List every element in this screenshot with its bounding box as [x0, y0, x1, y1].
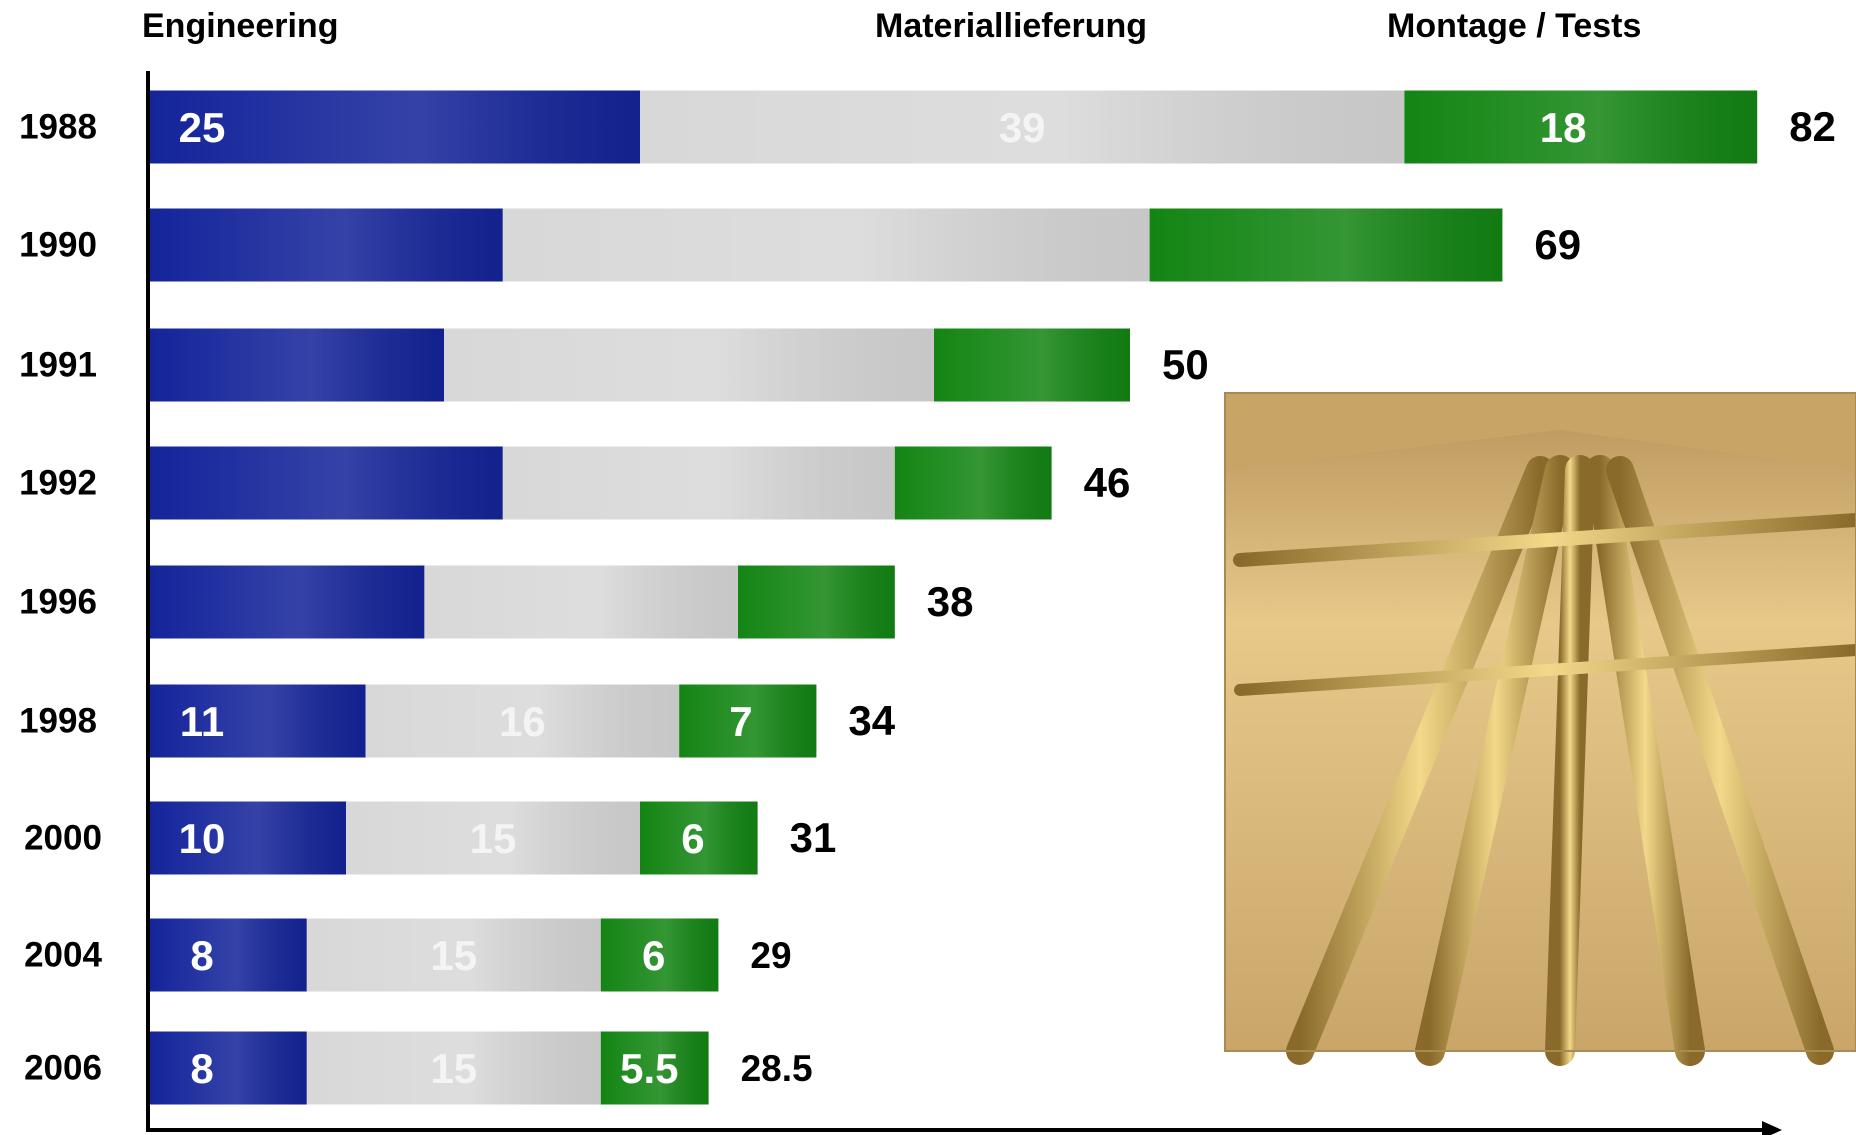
y-tick-label: 1988: [19, 107, 97, 146]
value-label: 15: [430, 1045, 477, 1092]
bar-sheen: [150, 329, 444, 402]
bar-sheen: [424, 566, 738, 639]
bar-sheen: [150, 447, 503, 520]
total-label: 31: [790, 814, 837, 861]
x-axis-arrow: [1762, 1121, 1782, 1135]
bar-sheen: [1150, 209, 1503, 282]
total-label: 38: [927, 578, 974, 625]
bar-sheen: [150, 566, 424, 639]
value-label: 5.5: [620, 1045, 678, 1092]
legend-label: Engineering: [142, 7, 338, 45]
legend-label: Materiallieferung: [875, 7, 1147, 45]
y-tick-label: 1998: [19, 701, 97, 740]
chart: Engineering Materiallieferung Montage / Te…: [0, 0, 1856, 1135]
total-label: 34: [848, 697, 895, 744]
value-label: 15: [470, 815, 517, 862]
y-tick-label: 1996: [19, 582, 97, 621]
total-label: 46: [1084, 459, 1131, 506]
bar-sheen: [503, 447, 895, 520]
value-label: 39: [999, 104, 1046, 151]
legend-label: Montage / Tests: [1387, 7, 1641, 45]
total-label: 28.5: [741, 1048, 813, 1089]
y-tick-label: 2004: [24, 935, 102, 974]
bar-sheen: [150, 919, 307, 992]
bar-sheen: [444, 329, 934, 402]
bar-sheen: [934, 329, 1130, 402]
photo: [1225, 393, 1856, 1051]
y-tick-label: 2000: [24, 818, 102, 857]
bar-sheen: [738, 566, 895, 639]
bar-sheen: [150, 209, 503, 282]
total-label: 50: [1162, 341, 1209, 388]
bar-sheen: [150, 1032, 307, 1105]
total-label: 69: [1534, 221, 1581, 268]
y-tick-label: 1992: [19, 463, 97, 502]
value-label: 16: [499, 698, 546, 745]
value-label: 7: [729, 698, 752, 745]
value-label: 11: [180, 698, 224, 745]
value-label: 15: [430, 932, 477, 979]
value-label: 25: [179, 104, 226, 151]
value-label: 6: [642, 932, 665, 979]
value-label: 8: [190, 932, 213, 979]
y-tick-label: 1990: [19, 225, 97, 264]
bar-sheen: [503, 209, 1150, 282]
total-label: 29: [750, 935, 791, 976]
value-label: 18: [1540, 104, 1587, 151]
value-label: 8: [190, 1045, 213, 1092]
y-tick-label: 2006: [24, 1048, 102, 1087]
value-label: 10: [179, 815, 226, 862]
y-tick-label: 1991: [19, 345, 97, 384]
total-label: 82: [1789, 103, 1836, 150]
bar-sheen: [895, 447, 1052, 520]
value-label: 6: [681, 815, 704, 862]
page: Engineering Materiallieferung Montage / Te…: [0, 0, 1856, 1135]
